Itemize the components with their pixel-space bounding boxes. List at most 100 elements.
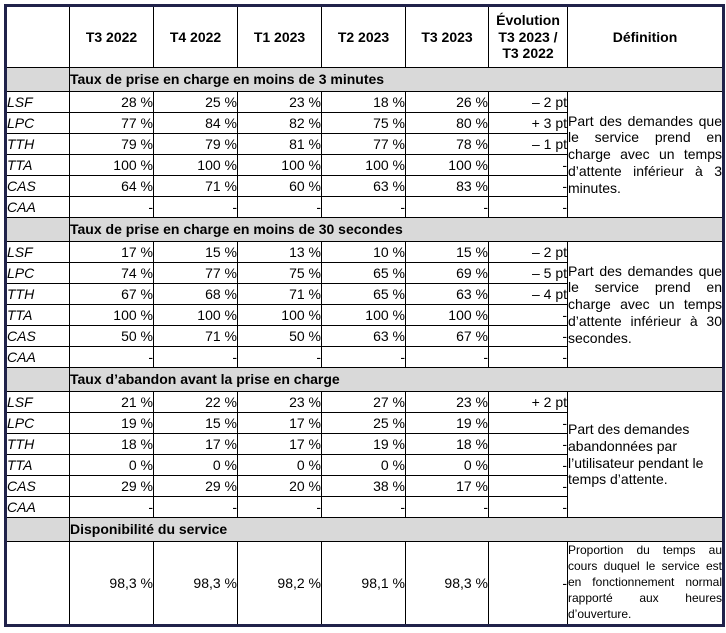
metric-value-cell: -: [153, 346, 238, 368]
metric-value-cell: 17 %: [153, 433, 238, 455]
service-label-cell: CAA: [5, 196, 70, 218]
evolution-value-cell: -: [488, 304, 568, 326]
metric-value-cell: 27 %: [321, 391, 406, 413]
metric-value-cell: 83 %: [405, 175, 489, 197]
service-label-cell: LSF: [5, 241, 70, 263]
metric-value-cell: 79 %: [153, 133, 238, 155]
metric-value-cell: 0 %: [69, 454, 154, 476]
metric-value-cell: 26 %: [405, 91, 489, 113]
metric-value-cell: 81 %: [237, 133, 322, 155]
service-metrics-table: T3 2022 T4 2022 T1 2023 T2 2023 T3 2023 Évolu…: [4, 4, 725, 627]
service-label-cell: TTH: [5, 433, 70, 455]
metric-value-cell: -: [69, 196, 154, 218]
evolution-value-cell: -: [488, 433, 568, 455]
metric-value-cell: 15 %: [153, 412, 238, 434]
service-label-cell: TTA: [5, 154, 70, 176]
evolution-value-cell: -: [488, 496, 568, 518]
metric-value-cell: 75 %: [321, 112, 406, 134]
evolution-value-cell: -: [488, 454, 568, 476]
metric-value-cell: 23 %: [405, 391, 489, 413]
section-header-row: Disponibilité du service: [5, 517, 724, 542]
metric-value-cell: 98,1 %: [321, 541, 406, 626]
section-title-cell: Taux d’abandon avant la prise en charge: [69, 367, 724, 392]
metric-value-cell: 78 %: [405, 133, 489, 155]
metric-value-cell: 100 %: [153, 154, 238, 176]
service-label-cell: CAS: [5, 475, 70, 497]
quarter-column-header: T3 2023: [405, 5, 489, 68]
metric-value-cell: 18 %: [69, 433, 154, 455]
metric-value-cell: 28 %: [69, 91, 154, 113]
service-label-cell: [5, 541, 70, 626]
metric-value-cell: 20 %: [237, 475, 322, 497]
metric-value-cell: -: [405, 496, 489, 518]
evolution-value-cell: -: [488, 196, 568, 218]
metric-value-cell: 29 %: [69, 475, 154, 497]
definition-text-cell: Proportion du temps au cours duquel le s…: [567, 541, 724, 626]
evolution-value-cell: + 2 pt: [488, 391, 568, 413]
metric-value-cell: 100 %: [237, 154, 322, 176]
section-title-cell: Taux de prise en charge en moins de 3 mi…: [69, 67, 724, 92]
table-row: LPC 77 % 84 % 82 % 75 % 80 % + 3 pt: [5, 112, 724, 134]
metric-value-cell: 84 %: [153, 112, 238, 134]
section-title-cell: Disponibilité du service: [69, 517, 724, 542]
metric-value-cell: 71 %: [153, 325, 238, 347]
metric-value-cell: -: [153, 196, 238, 218]
table-row: TTH 79 % 79 % 81 % 77 % 78 % – 1 pt: [5, 133, 724, 155]
metric-value-cell: 29 %: [153, 475, 238, 497]
section-header-row: Taux de prise en charge en moins de 3 mi…: [5, 67, 724, 92]
metric-value-cell: 17 %: [237, 433, 322, 455]
metric-value-cell: 0 %: [237, 454, 322, 476]
metric-value-cell: 64 %: [69, 175, 154, 197]
table-row: LSF 21 % 22 % 23 % 27 % 23 % + 2 pt Part des de…: [5, 391, 724, 518]
metric-value-cell: 23 %: [237, 91, 322, 113]
table-row: LSF 28 % 25 % 23 % 18 % 26 % – 2 pt Part des de…: [5, 91, 724, 218]
metric-value-cell: -: [321, 346, 406, 368]
metric-value-cell: 17 %: [69, 241, 154, 263]
section-band-label-cell: [5, 517, 70, 542]
metric-value-cell: 100 %: [321, 304, 406, 326]
metric-value-cell: 77 %: [153, 262, 238, 284]
evolution-column-header: Évolution T3 2023 / T3 2022: [488, 5, 568, 68]
table-row: LSF 17 % 15 % 13 % 10 % 15 % – 2 pt Part des de…: [5, 241, 724, 368]
metric-value-cell: 77 %: [69, 112, 154, 134]
metric-value-cell: -: [405, 346, 489, 368]
evolution-value-cell: – 2 pt: [488, 241, 568, 263]
section-header-row: Taux de prise en charge en moins de 30 s…: [5, 217, 724, 242]
metric-value-cell: -: [237, 346, 322, 368]
evolution-value-cell: – 1 pt: [488, 133, 568, 155]
service-label-cell: CAS: [5, 175, 70, 197]
column-header-row: T3 2022 T4 2022 T1 2023 T2 2023 T3 2023 Évolu…: [5, 5, 724, 68]
metric-value-cell: 100 %: [237, 304, 322, 326]
evolution-value-cell: -: [488, 541, 568, 626]
section-band-label-cell: [5, 367, 70, 392]
metric-value-cell: 19 %: [321, 433, 406, 455]
metric-value-cell: -: [405, 196, 489, 218]
metric-value-cell: 65 %: [321, 262, 406, 284]
metric-value-cell: 100 %: [69, 154, 154, 176]
metric-value-cell: -: [153, 496, 238, 518]
metric-value-cell: 50 %: [69, 325, 154, 347]
metric-value-cell: 18 %: [321, 91, 406, 113]
evolution-value-cell: -: [488, 175, 568, 197]
metric-value-cell: 60 %: [237, 175, 322, 197]
service-label-cell: TTA: [5, 304, 70, 326]
service-label-cell: LSF: [5, 91, 70, 113]
corner-cell: [5, 5, 70, 68]
metric-value-cell: 71 %: [153, 175, 238, 197]
metric-value-cell: 19 %: [69, 412, 154, 434]
metric-value-cell: 17 %: [237, 412, 322, 434]
availability-row: 98,3 % 98,3 % 98,2 % 98,1 % 98,3 % - Proportio…: [5, 541, 724, 626]
definition-column-header: Définition: [567, 5, 724, 68]
metric-value-cell: 67 %: [69, 283, 154, 305]
table-row: LPC 74 % 77 % 75 % 65 % 69 % – 5 pt: [5, 262, 724, 284]
metric-value-cell: -: [69, 496, 154, 518]
metric-value-cell: -: [237, 496, 322, 518]
metric-value-cell: 100 %: [153, 304, 238, 326]
metric-value-cell: 15 %: [405, 241, 489, 263]
metric-value-cell: 0 %: [321, 454, 406, 476]
metric-value-cell: 17 %: [405, 475, 489, 497]
metric-value-cell: 98,3 %: [153, 541, 238, 626]
metric-value-cell: -: [237, 196, 322, 218]
evolution-value-cell: – 4 pt: [488, 283, 568, 305]
